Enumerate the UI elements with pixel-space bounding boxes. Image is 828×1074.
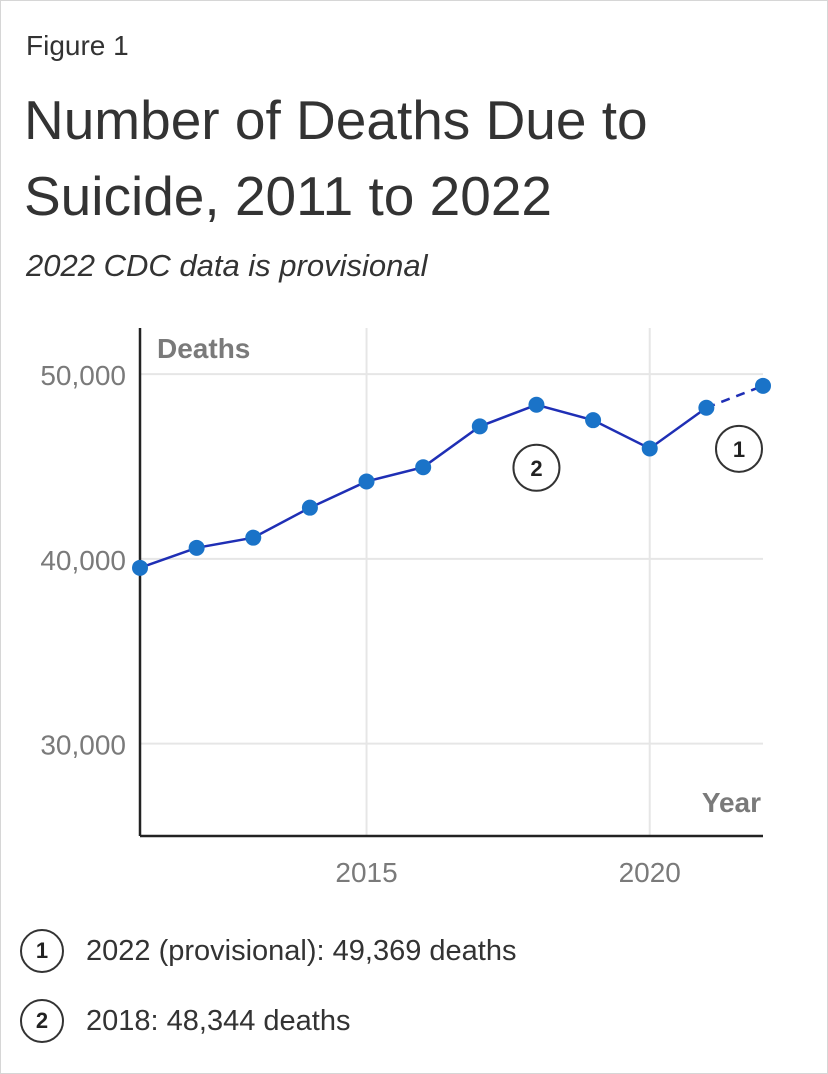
annotation-marker-2 xyxy=(512,443,561,492)
annotation-marker-label-1: 1 xyxy=(733,437,745,462)
data-point-2013 xyxy=(245,529,262,546)
figure-label: Figure 1 xyxy=(26,30,129,61)
data-point-2012 xyxy=(188,539,205,556)
series-line xyxy=(139,403,708,569)
annotation-marker-1 xyxy=(715,424,763,473)
annotation-marker-label-2: 2 xyxy=(530,456,542,481)
y-tick-label: 50,000 xyxy=(40,360,126,391)
line-chart: 30,000 40,000 50,000 2015 2020 Deaths Year 1 2 xyxy=(40,328,771,888)
data-point-2011 xyxy=(132,559,148,576)
data-point-2017 xyxy=(471,418,488,435)
data-point-2018 xyxy=(528,396,545,413)
annotation-text-2: 2018: 48,344 deaths xyxy=(86,1004,351,1037)
data-point-2016 xyxy=(415,459,432,476)
data-point-2019 xyxy=(585,412,602,429)
annotation-badge-2: 2 xyxy=(20,999,64,1043)
annotation-text-1: 2022 (provisional): 49,369 deaths xyxy=(86,934,517,967)
data-point-2021 xyxy=(698,399,715,416)
y-axis-title: Deaths xyxy=(157,333,250,364)
x-tick-label: 2015 xyxy=(335,857,397,888)
x-axis-title: Year xyxy=(702,787,761,818)
data-point-2020 xyxy=(641,440,658,457)
chart-title: Number of Deaths Due to Suicide, 2011 to… xyxy=(24,89,648,227)
x-tick-label: 2020 xyxy=(619,857,681,888)
y-tick-label: 40,000 xyxy=(40,545,126,576)
annotation-note-1: 1 2022 (provisional): 49,369 deaths xyxy=(20,926,516,976)
annotation-note-2: 2 2018: 48,344 deaths xyxy=(20,996,350,1046)
data-point-2015 xyxy=(358,473,375,490)
data-point-2022 xyxy=(755,377,771,394)
y-tick-label: 30,000 xyxy=(40,730,126,761)
data-point-2014 xyxy=(301,499,318,516)
series-line-provisional xyxy=(705,384,764,409)
chart-subtitle: 2022 CDC data is provisional xyxy=(26,248,428,283)
annotation-badge-1: 1 xyxy=(20,929,64,973)
